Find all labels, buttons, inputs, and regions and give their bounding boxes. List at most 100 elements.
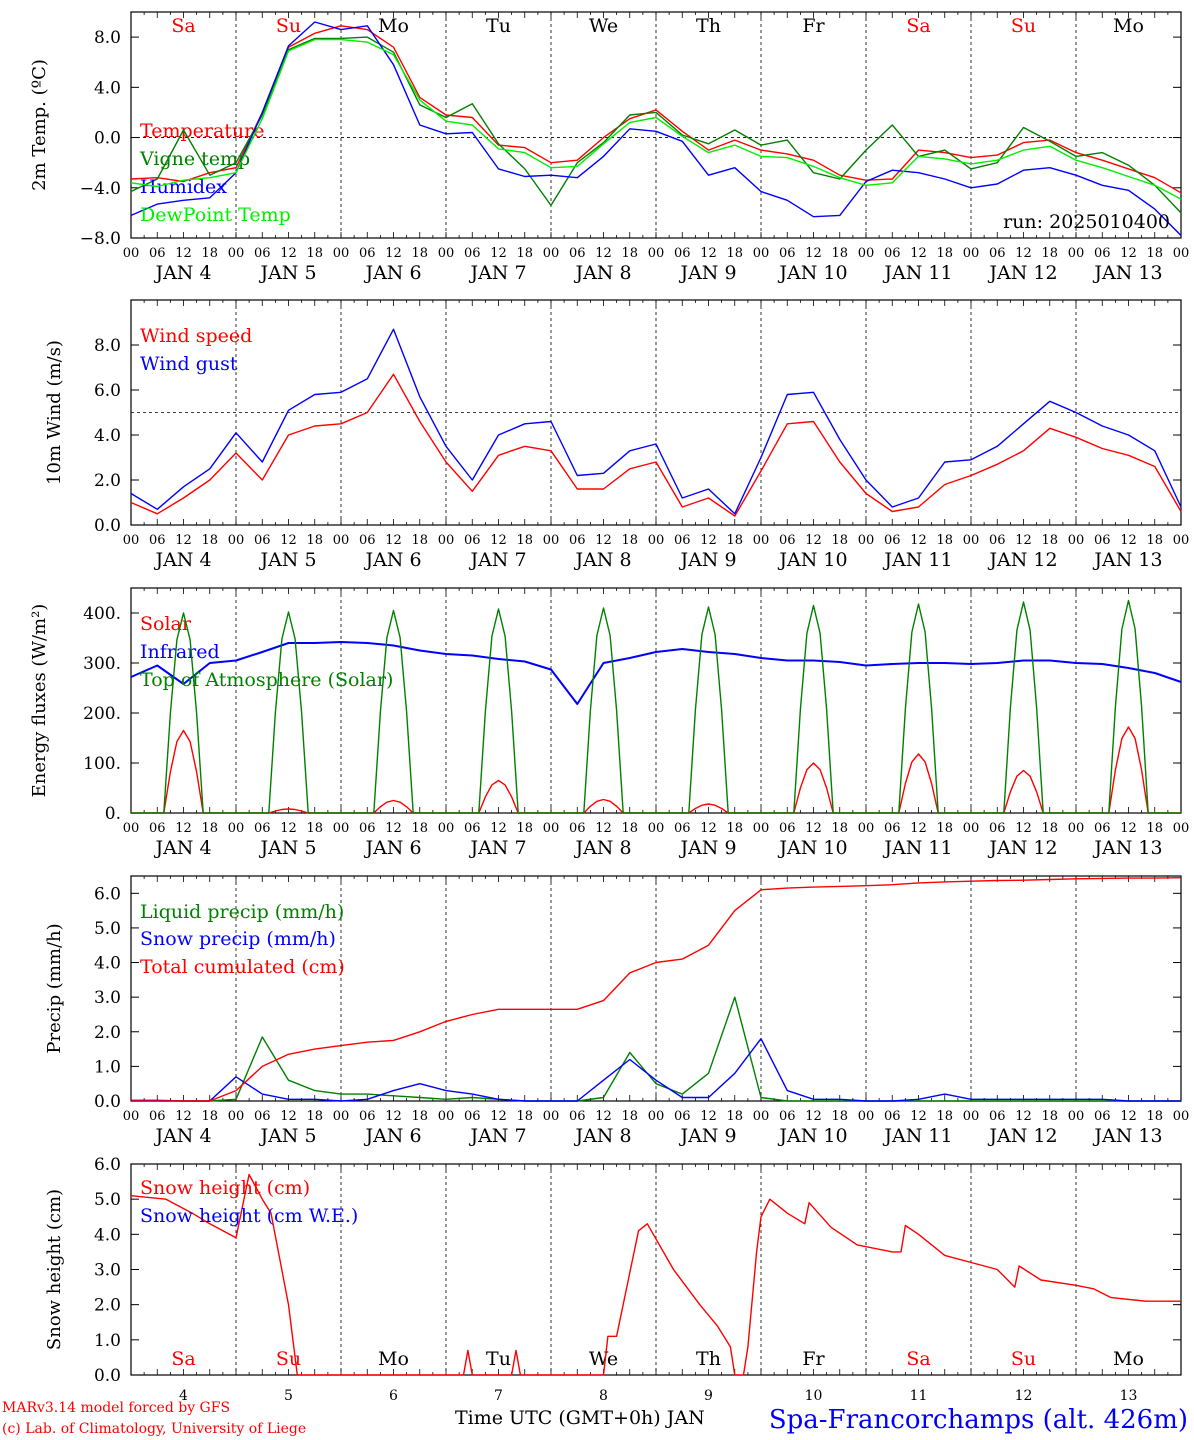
hour-tick-label: 18	[936, 1109, 953, 1124]
credit-line-2: (c) Lab. of Climatology, University of L…	[2, 1421, 306, 1437]
y-tick-label: 4.0	[94, 426, 121, 446]
date-label: JAN 12	[987, 549, 1057, 571]
date-label: JAN 9	[678, 262, 736, 284]
legend-label: Vigne temp	[139, 148, 250, 170]
hour-tick-label: 06	[569, 246, 586, 261]
run-label: run: 2025010400	[1003, 211, 1170, 233]
hour-tick-label: 12	[385, 246, 402, 261]
series-line-infrared	[130, 641, 1182, 705]
hour-tick-label: 12	[1120, 821, 1137, 836]
date-label: JAN 13	[1092, 1125, 1162, 1147]
series-line-snow-precip-mm-h	[131, 1038, 1181, 1102]
weekday-label: Sa	[171, 1348, 195, 1370]
hour-tick-label: 00	[438, 1109, 455, 1124]
hour-tick-label: 18	[831, 246, 848, 261]
legend-label: Top of Atmosphere (Solar)	[140, 669, 393, 691]
weekday-label: Mo	[378, 1348, 409, 1370]
hour-tick-label: 12	[490, 533, 507, 548]
hour-tick-label: 18	[1041, 1109, 1058, 1124]
hour-tick-label: 18	[1041, 533, 1058, 548]
legend-label: Snow precip (mm/h)	[140, 928, 336, 950]
hour-tick-label: 18	[516, 1109, 533, 1124]
series-line-total-cumulated-cm	[131, 877, 1182, 1102]
hour-tick-label: 00	[123, 821, 140, 836]
weekday-label: Mo	[1113, 15, 1144, 37]
hour-tick-label: 18	[936, 246, 953, 261]
legend-label: Temperature	[140, 120, 264, 142]
hour-tick-label: 12	[1015, 533, 1032, 548]
series-line-humidex	[130, 21, 1182, 236]
weekday-label: Th	[696, 15, 721, 37]
series-line-wind-gust	[130, 328, 1182, 515]
legend-label: Humidex	[140, 176, 227, 198]
legend-label: Wind gust	[140, 353, 238, 375]
date-label: JAN 5	[258, 262, 316, 284]
day-number-label: 11	[910, 1388, 928, 1404]
hour-tick-label: 00	[228, 821, 245, 836]
hour-tick-label: 00	[1173, 246, 1190, 261]
hour-tick-label: 18	[1041, 246, 1058, 261]
hour-tick-label: 06	[1094, 821, 1111, 836]
hour-tick-label: 06	[569, 533, 586, 548]
hour-tick-label: 06	[254, 1109, 271, 1124]
hour-tick-label: 12	[1015, 821, 1032, 836]
hour-tick-label: 06	[464, 821, 481, 836]
hour-tick-label: 18	[1041, 821, 1058, 836]
date-label: JAN 12	[987, 1125, 1057, 1147]
hour-tick-label: 00	[543, 821, 560, 836]
hour-tick-label: 18	[411, 821, 428, 836]
hour-tick-label: 18	[1146, 533, 1163, 548]
hour-tick-label: 00	[1068, 821, 1085, 836]
hour-tick-label: 18	[306, 246, 323, 261]
day-number-label: 8	[599, 1388, 608, 1404]
y-tick-label: 200.	[83, 704, 121, 724]
date-label: JAN 9	[678, 837, 736, 859]
y-tick-label: 2.0	[94, 1296, 121, 1316]
hour-tick-label: 12	[280, 533, 297, 548]
hour-tick-label: 12	[910, 1109, 927, 1124]
date-label: JAN 7	[468, 262, 526, 284]
hour-tick-label: 12	[385, 533, 402, 548]
hour-tick-label: 06	[569, 1109, 586, 1124]
y-axis-label: Snow height (cm)	[44, 1189, 65, 1350]
hour-tick-label: 00	[1173, 821, 1190, 836]
y-tick-label: 8.0	[94, 336, 121, 356]
hour-tick-label: 18	[621, 246, 638, 261]
hour-tick-label: 18	[936, 821, 953, 836]
hour-tick-label: 00	[228, 246, 245, 261]
hour-tick-label: 06	[779, 1109, 796, 1124]
hour-tick-label: 12	[1120, 533, 1137, 548]
hour-tick-label: 00	[963, 1109, 980, 1124]
hour-tick-label: 00	[543, 533, 560, 548]
hour-tick-label: 12	[700, 533, 717, 548]
hour-tick-label: 00	[858, 246, 875, 261]
hour-tick-label: 06	[149, 1109, 166, 1124]
hour-tick-label: 12	[385, 1109, 402, 1124]
day-number-label: 6	[389, 1388, 398, 1404]
hour-tick-label: 18	[516, 533, 533, 548]
hour-tick-label: 00	[648, 246, 665, 261]
hour-tick-label: 18	[411, 246, 428, 261]
y-tick-label: 400.	[83, 604, 121, 624]
hour-tick-label: 06	[569, 821, 586, 836]
hour-tick-label: 12	[1120, 246, 1137, 261]
hour-tick-label: 00	[123, 1109, 140, 1124]
hour-tick-label: 12	[280, 246, 297, 261]
hour-tick-label: 06	[359, 1109, 376, 1124]
hour-tick-label: 12	[490, 246, 507, 261]
series-line-dewpoint-temp	[130, 38, 1182, 200]
weekday-label: Su	[1011, 15, 1036, 37]
hour-tick-label: 06	[989, 246, 1006, 261]
y-tick-label: 0.0	[94, 129, 121, 149]
hour-tick-label: 06	[779, 533, 796, 548]
date-label: JAN 7	[468, 1125, 526, 1147]
weekday-label: Tu	[486, 1348, 511, 1370]
y-tick-label: 3.0	[94, 988, 121, 1008]
hour-tick-label: 06	[254, 821, 271, 836]
hour-tick-label: 06	[674, 246, 691, 261]
hour-tick-label: 06	[779, 246, 796, 261]
date-label: JAN 5	[258, 1125, 316, 1147]
date-label: JAN 13	[1092, 262, 1162, 284]
hour-tick-label: 18	[621, 821, 638, 836]
